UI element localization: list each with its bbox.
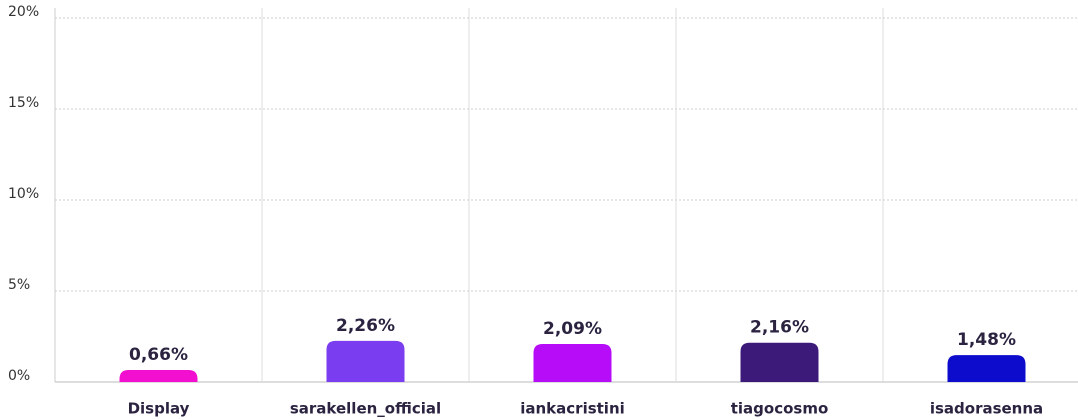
bar — [326, 340, 405, 382]
x-tick-label: tiagocosmo — [731, 400, 829, 418]
value-label: 2,26% — [336, 316, 395, 336]
y-tick-label: 5% — [8, 277, 30, 293]
bar — [947, 355, 1026, 382]
bar — [119, 369, 198, 382]
value-label: 0,66% — [129, 345, 188, 365]
bar — [533, 343, 612, 382]
x-tick-label: isadorasenna — [930, 400, 1043, 418]
value-label: 2,09% — [543, 319, 602, 339]
value-label: 1,48% — [957, 330, 1016, 350]
value-label: 2,16% — [750, 318, 809, 338]
x-tick-label: Display — [128, 400, 190, 418]
x-tick-label: iankacristini — [520, 400, 625, 418]
x-tick-label: sarakellen_official — [290, 400, 441, 418]
bar — [740, 342, 819, 382]
y-tick-label: 10% — [8, 186, 39, 202]
y-tick-label: 0% — [8, 368, 30, 384]
y-tick-label: 20% — [8, 4, 39, 20]
y-tick-label: 15% — [8, 95, 39, 111]
